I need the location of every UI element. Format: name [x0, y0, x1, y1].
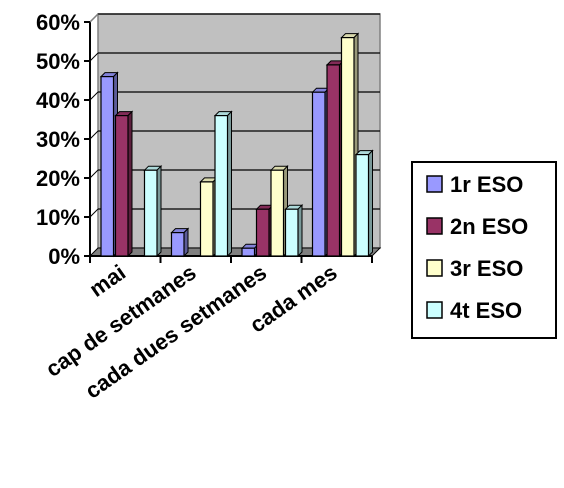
gridline-depth	[89, 130, 99, 140]
bar	[170, 227, 190, 258]
legend-item: 4t ESO	[426, 298, 522, 323]
gridline-depth	[89, 52, 99, 62]
bar-side	[127, 110, 133, 258]
legend-item: 3r ESO	[426, 256, 523, 281]
bar	[213, 110, 233, 258]
legend-item: 2n ESO	[426, 214, 528, 239]
legend-label: 2n ESO	[450, 214, 528, 239]
legend-swatch	[426, 175, 443, 193]
legend-item: 1r ESO	[426, 172, 523, 197]
bar-front	[170, 232, 185, 257]
gridline-depth	[89, 91, 99, 101]
legend: 1r ESO 2n ESO 3r ESO 4t ESO	[411, 161, 557, 339]
x-tick-marks	[89, 256, 373, 263]
category-label: mai	[85, 260, 130, 302]
bar-front	[270, 169, 285, 257]
bar-front	[311, 91, 326, 257]
y-tick-label: 20%	[36, 166, 80, 191]
legend-swatch	[426, 301, 443, 319]
y-tick-label: 50%	[36, 49, 80, 74]
bar-front	[255, 208, 270, 257]
bar-front	[340, 36, 355, 257]
legend-swatch	[426, 259, 443, 277]
legend-label: 1r ESO	[450, 172, 523, 197]
bar-front	[143, 169, 158, 257]
legend-swatch	[426, 217, 443, 235]
bars	[99, 32, 374, 258]
bar-front	[199, 181, 214, 257]
bar	[143, 164, 163, 258]
gridline-depth	[89, 169, 99, 179]
bar-front	[114, 114, 129, 257]
bar	[340, 32, 360, 258]
y-tick-label: 0%	[48, 244, 80, 269]
bar	[354, 149, 374, 258]
bar-side	[297, 203, 303, 258]
bar	[114, 110, 134, 258]
bar-side	[227, 110, 232, 258]
bar-front	[284, 208, 299, 257]
y-tick-label: 30%	[36, 127, 80, 152]
y-axis-depth-top	[89, 13, 99, 23]
bar-front	[100, 75, 115, 257]
bar-front	[355, 154, 370, 257]
y-tick-label: 40%	[36, 88, 80, 113]
bar-front	[214, 114, 229, 257]
bar	[284, 203, 304, 258]
y-tick-label: 10%	[36, 205, 80, 230]
bar-side	[183, 227, 189, 258]
legend-label: 3r ESO	[450, 256, 523, 281]
y-tick-label: 60%	[36, 10, 80, 35]
bar-front	[326, 64, 341, 257]
legend-label: 4t ESO	[450, 298, 522, 323]
y-tick-labels: 0% 10% 20% 30% 40% 50% 60%	[36, 10, 80, 269]
bar-side	[156, 164, 162, 258]
bar-side	[368, 149, 373, 258]
gridline-depth	[89, 208, 99, 218]
bar-front	[241, 247, 256, 257]
